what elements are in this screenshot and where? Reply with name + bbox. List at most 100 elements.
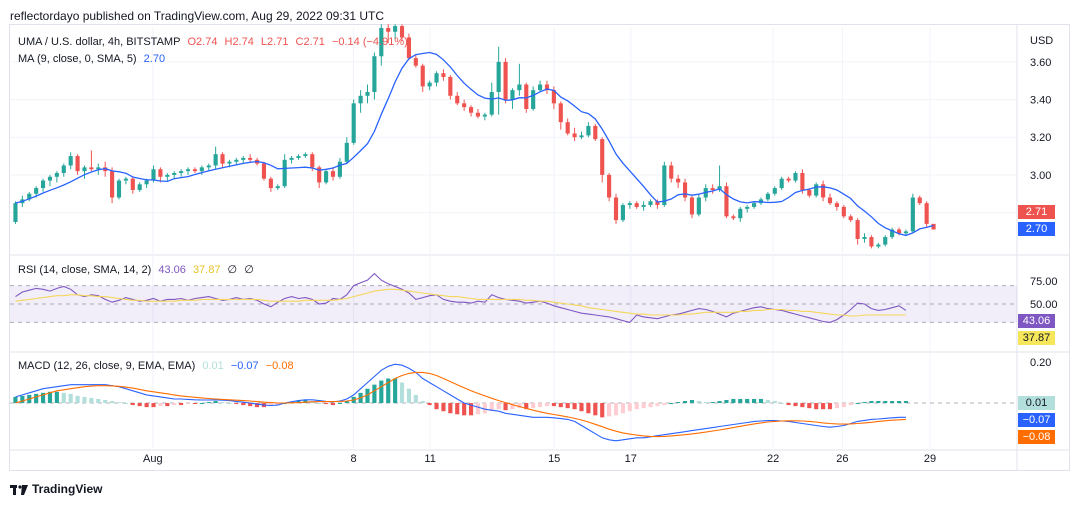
rsi-tag: 43.06: [1018, 314, 1055, 328]
candle-body: [627, 203, 632, 206]
candle-body: [386, 28, 391, 32]
candle-body: [351, 103, 356, 143]
candle-body: [358, 95, 363, 104]
candle-body: [337, 161, 342, 177]
candle-body: [821, 184, 826, 198]
macd-hist-bar: [248, 403, 253, 407]
candle-body: [82, 167, 87, 172]
macd-hist-bar: [254, 403, 260, 408]
macd-hist-bar: [455, 403, 460, 415]
candle-body: [241, 157, 246, 160]
macd-legend[interactable]: MACD (12, 26, close, 9, EMA, EMA) 0.01 −…: [18, 360, 298, 372]
macd-hist-bar: [669, 403, 674, 405]
macd-hist-bar: [841, 403, 846, 408]
macd-hist-bar: [482, 403, 487, 414]
candle-body: [883, 237, 888, 245]
candle-body: [496, 61, 501, 93]
macd-hist-bar: [758, 398, 764, 404]
macd-hist-bar: [103, 399, 108, 404]
candle-body: [869, 237, 874, 247]
rsi-div-2: ∅: [244, 264, 254, 276]
price-axis-unit: USD: [1030, 35, 1053, 47]
candle-body: [261, 163, 267, 179]
symbol-label[interactable]: UMA / U.S. dollar, 4h, BITSTAMP: [18, 36, 181, 48]
macd-hist-bar: [179, 403, 184, 406]
macd-hist-bar: [821, 403, 826, 410]
candle-body: [648, 201, 653, 206]
time-tick-label: 26: [836, 453, 848, 465]
macd-tick-label: 0.20: [1030, 357, 1051, 369]
macd-signal-value: −0.08: [265, 360, 294, 372]
macd-hist-bar: [724, 399, 729, 404]
macd-hist-bar: [531, 403, 536, 409]
candle-body: [558, 103, 563, 123]
candle-body: [682, 182, 688, 198]
macd-hist-bar: [876, 401, 881, 404]
macd-hist-bar: [593, 403, 598, 416]
macd-hist-bar: [848, 403, 853, 406]
macd-hist-bar: [703, 402, 708, 404]
candle-body: [179, 171, 184, 174]
candle-body: [551, 90, 556, 104]
candle-body: [40, 180, 46, 189]
candle-body: [593, 125, 598, 140]
macd-hist-bar: [386, 378, 391, 404]
macd-hist-bar: [607, 403, 612, 417]
candle-body: [213, 154, 218, 166]
macd-hist-bar: [503, 403, 508, 411]
candle-body: [745, 206, 750, 209]
candle-body: [669, 165, 674, 179]
macd-hist-bar: [20, 395, 25, 404]
macd-hist-value: 0.01: [202, 360, 224, 372]
tradingview-logo[interactable]: TradingView: [10, 482, 102, 496]
candle-body: [517, 84, 522, 91]
macd-hist-bar: [689, 399, 695, 404]
macd-hist-bar: [869, 401, 874, 404]
macd-hist-bar: [814, 403, 819, 410]
candle-body: [75, 156, 80, 172]
macd-hist-bar: [827, 403, 833, 410]
rsi-band: [10, 285, 1017, 323]
candle-body: [137, 184, 142, 190]
macd-hist-bar: [779, 403, 784, 405]
candle-body: [248, 157, 253, 160]
macd-hist-bar: [130, 403, 135, 406]
macd-hist-bar: [468, 403, 474, 416]
macd-signal-tag: −0.08: [1018, 430, 1055, 444]
macd-hist-bar: [151, 403, 156, 408]
macd-series: [15, 363, 906, 442]
rsi-legend[interactable]: RSI (14, close, SMA, 14, 2) 43.06 37.87 …: [18, 263, 258, 276]
candle-body: [890, 229, 895, 238]
candle-body: [524, 84, 529, 109]
candle-body: [192, 169, 197, 172]
candle-body: [475, 112, 481, 117]
candle-body: [641, 205, 646, 207]
macd-hist-bar: [13, 396, 18, 404]
ma-legend[interactable]: MA (9, close, 0, SMA, 5) 2.70: [18, 53, 169, 65]
candle-body: [503, 61, 508, 100]
macd-hist-bar: [475, 403, 481, 415]
candle-body: [399, 26, 405, 38]
macd-histogram: [13, 378, 909, 418]
price-legend: UMA / U.S. dollar, 4h, BITSTAMP O2.74 H2…: [18, 36, 412, 48]
candle-body: [600, 139, 605, 175]
candle-body: [324, 171, 329, 183]
candle-body: [779, 178, 784, 189]
macd-hist-bar: [682, 401, 688, 404]
macd-hist-bar: [696, 401, 701, 404]
macd-hist-bar: [296, 401, 301, 404]
rsi-band-fill: [10, 285, 1017, 323]
macd-hist-bar: [558, 403, 563, 408]
tradingview-logo-text: TradingView: [32, 482, 103, 496]
candle-body: [393, 26, 398, 32]
macd-hist-bar: [268, 403, 273, 407]
macd-hist-bar: [241, 403, 246, 406]
candle-body: [565, 122, 570, 134]
rsi-ma-series: [15, 288, 906, 317]
candle-body: [896, 229, 902, 234]
candle-body: [144, 180, 149, 185]
macd-hist-bar: [883, 401, 888, 404]
candle-body: [441, 73, 446, 77]
candle-body: [607, 174, 612, 198]
